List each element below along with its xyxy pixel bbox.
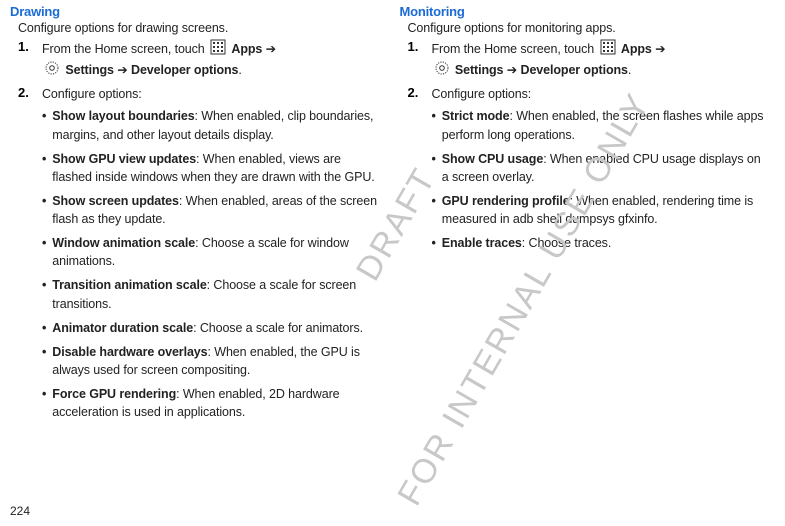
intro-drawing: Configure options for drawing screens. [18,21,378,35]
list-item: Show CPU usage: When enabled CPU usage d… [432,150,768,186]
step-body: Configure options: [42,85,378,103]
list-item: Show screen updates: When enabled, areas… [42,192,378,228]
step-1-monitoring: 1. From the Home screen, touch Apps ➔ Se… [408,39,768,81]
bullet-term: GPU rendering profile [442,194,570,208]
bullet-term: Animator duration scale [52,321,193,335]
step-body: Configure options: [432,85,768,103]
step1-pre: From the Home screen, touch [42,42,208,56]
steps-drawing: 1. From the Home screen, touch Apps ➔ Se… [18,39,378,103]
settings-icon [44,60,60,81]
apps-icon [210,39,226,60]
intro-monitoring: Configure options for monitoring apps. [408,21,768,35]
arrow: ➔ [503,63,520,77]
step1-pre: From the Home screen, touch [432,42,598,56]
step-number: 2. [408,85,432,103]
page-number: 224 [10,504,30,518]
list-item: Enable traces: Choose traces. [432,234,768,252]
bullet-term: Strict mode [442,109,510,123]
bullet-term: Show GPU view updates [52,152,196,166]
bullet-term: Show screen updates [52,194,179,208]
apps-label: Apps [621,42,652,56]
list-item: Show GPU view updates: When enabled, vie… [42,150,378,186]
left-column: Drawing Configure options for drawing sc… [10,4,378,427]
apps-icon [600,39,616,60]
settings-label: Settings [65,63,114,77]
bullet-term: Window animation scale [52,236,195,250]
settings-label: Settings [455,63,504,77]
list-item: Disable hardware overlays: When enabled,… [42,343,378,379]
bullet-term: Enable traces [442,236,522,250]
list-item: Transition animation scale: Choose a sca… [42,276,378,312]
section-title-drawing: Drawing [10,4,378,19]
list-item: Force GPU rendering: When enabled, 2D ha… [42,385,378,421]
bullet-term: Transition animation scale [52,278,206,292]
dev-options-label: Developer options [131,63,238,77]
list-item: Animator duration scale: Choose a scale … [42,319,378,337]
bullet-term: Force GPU rendering [52,387,176,401]
settings-icon [434,60,450,81]
arrow: ➔ [114,63,131,77]
list-item: Show layout boundaries: When enabled, cl… [42,107,378,143]
bullet-term: Show CPU usage [442,152,543,166]
bullet-text: : Choose a scale for animators. [193,321,363,335]
list-item: GPU rendering profile: When enabled, ren… [432,192,768,228]
section-title-monitoring: Monitoring [400,4,768,19]
dev-options-label: Developer options [521,63,628,77]
bullets-drawing: Show layout boundaries: When enabled, cl… [42,107,378,421]
step-1-drawing: 1. From the Home screen, touch Apps ➔ Se… [18,39,378,81]
bullets-monitoring: Strict mode: When enabled, the screen fl… [432,107,768,252]
step-2-drawing: 2. Configure options: [18,85,378,103]
bullet-term: Disable hardware overlays [52,345,207,359]
bullet-text: : Choose traces. [522,236,611,250]
step-number: 1. [18,39,42,81]
step-number: 1. [408,39,432,81]
step-body: From the Home screen, touch Apps ➔ Setti… [42,39,378,81]
step-number: 2. [18,85,42,103]
bullet-term: Show layout boundaries [52,109,194,123]
steps-monitoring: 1. From the Home screen, touch Apps ➔ Se… [408,39,768,103]
list-item: Strict mode: When enabled, the screen fl… [432,107,768,143]
right-column: Monitoring Configure options for monitor… [400,4,768,427]
arrow: ➔ [262,42,276,56]
step-body: From the Home screen, touch Apps ➔ Setti… [432,39,768,81]
step-2-monitoring: 2. Configure options: [408,85,768,103]
arrow: ➔ [652,42,666,56]
page-columns: Drawing Configure options for drawing sc… [0,0,785,435]
list-item: Window animation scale: Choose a scale f… [42,234,378,270]
apps-label: Apps [231,42,262,56]
